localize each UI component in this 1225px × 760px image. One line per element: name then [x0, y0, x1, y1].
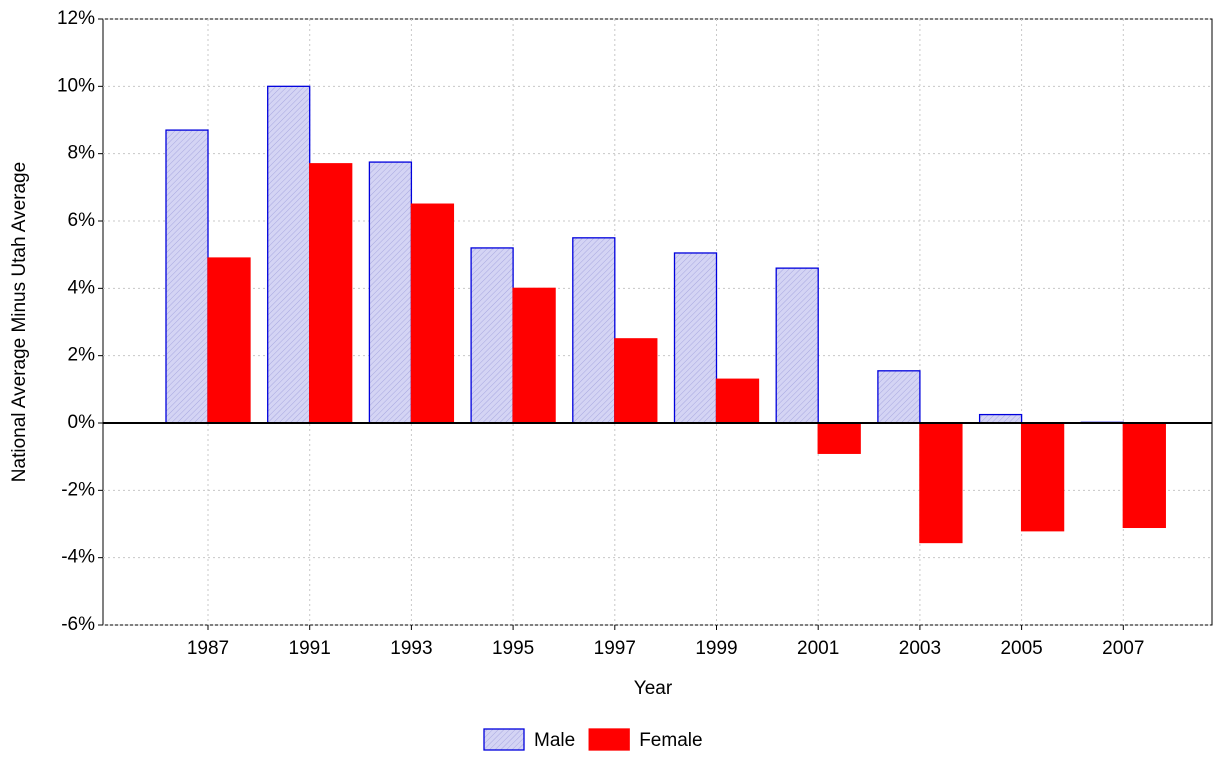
y-tick-label: 6% [68, 210, 96, 231]
bar [572, 237, 616, 424]
legend-swatch [588, 728, 630, 751]
bar [775, 267, 819, 424]
x-tick-label: 1999 [695, 638, 737, 659]
bar [470, 247, 514, 424]
x-tick-label: 2005 [1000, 638, 1042, 659]
bar [978, 413, 1023, 424]
bar [165, 129, 209, 424]
legend-swatch [483, 728, 525, 751]
x-tick-label: 1987 [187, 638, 229, 659]
y-axis-label: National Average Minus Utah Average [9, 162, 30, 482]
bar [673, 252, 718, 424]
x-axis-label: Year [634, 678, 673, 699]
plot-frame [102, 18, 1213, 626]
x-tick-label: 2003 [899, 638, 941, 659]
y-tick-label: -6% [61, 614, 95, 635]
x-tick-label: 1997 [594, 638, 636, 659]
bar [368, 161, 413, 424]
bar [207, 257, 251, 424]
bar [919, 422, 963, 544]
bar [512, 287, 556, 424]
y-tick-label: -4% [61, 547, 95, 568]
y-tick-label: 2% [68, 345, 96, 366]
legend-label: Female [639, 730, 702, 751]
x-tick-label: 1995 [492, 638, 534, 659]
legend-label: Male [534, 730, 575, 751]
bar [614, 338, 658, 424]
bar [1020, 422, 1065, 532]
x-tick-label: 1993 [390, 638, 432, 659]
bar [1122, 422, 1166, 529]
y-tick-label: -2% [61, 479, 95, 500]
bar [410, 203, 455, 424]
bar [267, 85, 311, 424]
y-tick-label: 8% [68, 143, 96, 164]
y-tick-label: 4% [68, 277, 96, 298]
y-tick-label: 10% [57, 75, 95, 96]
x-tick-label: 2007 [1102, 638, 1144, 659]
bar [715, 378, 760, 424]
bar [877, 370, 921, 424]
bar [817, 422, 861, 454]
x-tick-label: 1991 [289, 638, 331, 659]
y-tick-label: 0% [68, 412, 96, 433]
x-tick-label: 2001 [797, 638, 839, 659]
y-tick-label: 12% [57, 8, 95, 29]
bar [309, 163, 353, 424]
